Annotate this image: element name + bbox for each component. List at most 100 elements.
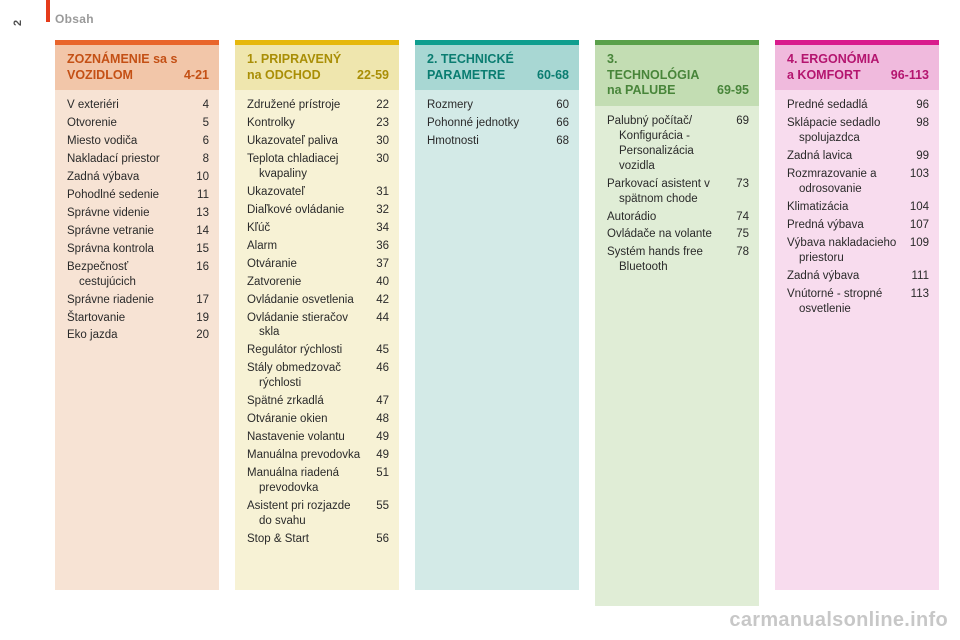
toc-item-page: 55 (367, 499, 389, 514)
toc-item: Ovládanie stieračov skla44 (247, 311, 389, 341)
toc-item-page: 56 (367, 532, 389, 547)
toc-item-label: Vnútorné - stropné osvetlenie (787, 287, 907, 317)
toc-item: Združené prístroje22 (247, 98, 389, 113)
toc-item: Zadná výbava111 (787, 269, 929, 284)
toc-item-label: Otváranie okien (247, 412, 367, 427)
toc-item: Palubný počítač/ Konfigurácia - Personal… (607, 114, 749, 174)
toc-item-label: Autorádio (607, 210, 727, 225)
column-range: 4-21 (184, 68, 209, 84)
toc-item-label: Správne vetranie (67, 224, 187, 239)
toc-item: Nastavenie volantu49 (247, 430, 389, 445)
toc-item-page: 48 (367, 412, 389, 427)
toc-item: Zadná lavica99 (787, 149, 929, 164)
toc-item-page: 42 (367, 293, 389, 308)
toc-item-label: Manuálna prevodovka (247, 448, 367, 463)
toc-item-label: Miesto vodiča (67, 134, 187, 149)
column-body: Palubný počítač/ Konfigurácia - Personal… (595, 106, 759, 606)
toc-item-label: Diaľkové ovládanie (247, 203, 367, 218)
toc-item: Sklápacie sedadlo spolujazdca98 (787, 116, 929, 146)
toc-item: Autorádio74 (607, 210, 749, 225)
toc-item-label: Predné sedadlá (787, 98, 907, 113)
toc-item-label: Združené prístroje (247, 98, 367, 113)
toc-item: Pohodlné sedenie11 (67, 188, 209, 203)
toc-item-page: 66 (547, 116, 569, 131)
toc-item: Ukazovateľ paliva30 (247, 134, 389, 149)
column-range: 96-113 (891, 68, 929, 84)
toc-item-page: 99 (907, 149, 929, 164)
toc-item-page: 11 (187, 188, 209, 203)
toc-item-page: 109 (907, 236, 929, 251)
column-header: 4. ERGONÓMIA a KOMFORT96-113 (775, 45, 939, 90)
toc-item-page: 103 (907, 167, 929, 182)
toc-item: Nakladací priestor8 (67, 152, 209, 167)
toc-item: Predné sedadlá96 (787, 98, 929, 113)
toc-item: V exteriéri4 (67, 98, 209, 113)
toc-item-page: 113 (907, 287, 929, 302)
toc-item-label: Ukazovateľ paliva (247, 134, 367, 149)
toc-item-page: 46 (367, 361, 389, 376)
toc-item-label: Regulátor rýchlosti (247, 343, 367, 358)
toc-item-page: 6 (187, 134, 209, 149)
toc-item-page: 75 (727, 227, 749, 242)
toc-item-page: 37 (367, 257, 389, 272)
toc-item-label: Asistent pri rozjazde do svahu (247, 499, 367, 529)
toc-item-page: 51 (367, 466, 389, 481)
toc-item-page: 19 (187, 311, 209, 326)
toc-item: Parkovací asistent v spätnom chode73 (607, 177, 749, 207)
toc-item-label: Stály obmedzovač rýchlosti (247, 361, 367, 391)
toc-item-label: Ukazovateľ (247, 185, 367, 200)
toc-item-page: 14 (187, 224, 209, 239)
toc-item-page: 23 (367, 116, 389, 131)
toc-item-label: Rozmery (427, 98, 547, 113)
toc-item-label: Otváranie (247, 257, 367, 272)
toc-item: Diaľkové ovládanie32 (247, 203, 389, 218)
toc-item: Správne vetranie14 (67, 224, 209, 239)
toc-item-label: Rozmrazovanie a odrosovanie (787, 167, 907, 197)
toc-item-page: 69 (727, 114, 749, 129)
toc-list: Rozmery60Pohonné jednotky66Hmotnosti68 (427, 98, 569, 149)
toc-item-page: 111 (907, 269, 929, 284)
toc-item-page: 15 (187, 242, 209, 257)
toc-item-label: V exteriéri (67, 98, 187, 113)
toc-item: Manuálna riadená prevodovka51 (247, 466, 389, 496)
toc-list: Palubný počítač/ Konfigurácia - Personal… (607, 114, 749, 275)
toc-item-label: Parkovací asistent v spätnom chode (607, 177, 727, 207)
toc-item-page: 96 (907, 98, 929, 113)
toc-item-label: Alarm (247, 239, 367, 254)
toc-item: Stop & Start56 (247, 532, 389, 547)
toc-item-label: Manuálna riadená prevodovka (247, 466, 367, 496)
toc-item: Eko jazda20 (67, 328, 209, 343)
toc-item: Správna kontrola15 (67, 242, 209, 257)
toc-item: Otváranie okien48 (247, 412, 389, 427)
toc-item-page: 8 (187, 152, 209, 167)
toc-item-page: 4 (187, 98, 209, 113)
toc-item-label: Pohonné jednotky (427, 116, 547, 131)
toc-item-page: 74 (727, 210, 749, 225)
toc-item-page: 78 (727, 245, 749, 260)
toc-item-label: Pohodlné sedenie (67, 188, 187, 203)
column-range: 60-68 (537, 68, 569, 84)
toc-item-label: Výbava nakladacieho priestoru (787, 236, 907, 266)
toc-item: Zadná výbava10 (67, 170, 209, 185)
toc-item: Teplota chladiacej kvapaliny30 (247, 152, 389, 182)
column-body: Predné sedadlá96 Sklápacie sedadlo spoluj… (775, 90, 939, 590)
column-body: Združené prístroje22Kontrolky23Ukazovate… (235, 90, 399, 590)
toc-item-label: Klimatizácia (787, 200, 907, 215)
column-title: 2. TECHNICKÉ PARAMETRE (427, 52, 537, 83)
toc-item: Štartovanie19 (67, 311, 209, 326)
toc-list: V exteriéri4Otvorenie5Miesto vodiča6Nakl… (67, 98, 209, 343)
column-title: ZOZNÁMENIE sa s VOZIDLOM (67, 52, 184, 83)
toc-item-label: Palubný počítač/ Konfigurácia - Personal… (607, 114, 727, 174)
toc-item-label: Hmotnosti (427, 134, 547, 149)
toc-item-page: 36 (367, 239, 389, 254)
toc-item-label: Správne riadenie (67, 293, 187, 308)
toc-item: Rozmery60 (427, 98, 569, 113)
column-title: 3. TECHNOLÓGIA na PALUBE (607, 52, 717, 99)
toc-item: Správne videnie13 (67, 206, 209, 221)
toc-item: Pohonné jednotky66 (427, 116, 569, 131)
toc-columns: ZOZNÁMENIE sa s VOZIDLOM4-21V exteriéri4… (55, 40, 939, 606)
toc-item-page: 31 (367, 185, 389, 200)
toc-item-label: Štartovanie (67, 311, 187, 326)
toc-item-label: Správna kontrola (67, 242, 187, 257)
toc-item-page: 44 (367, 311, 389, 326)
